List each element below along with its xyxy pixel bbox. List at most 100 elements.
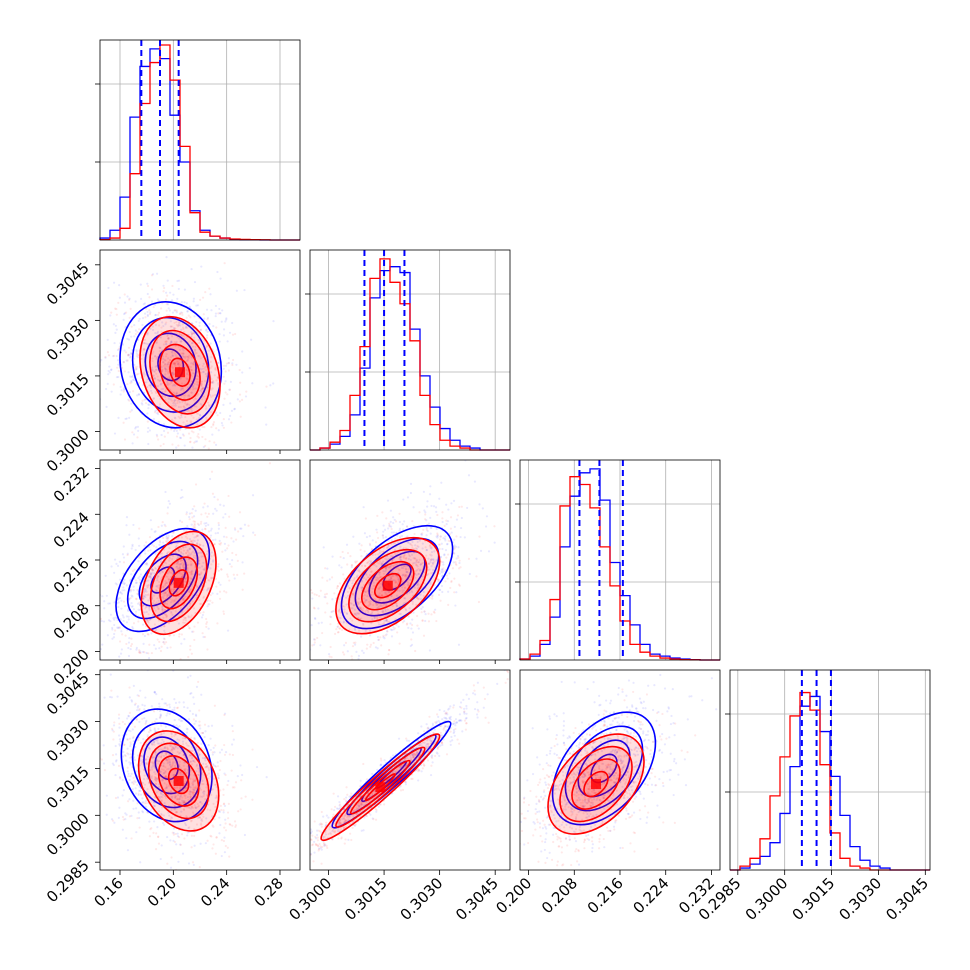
scatter-point-red (200, 817, 203, 821)
scatter-point-red (197, 436, 200, 439)
scatter-point-blue (183, 288, 187, 291)
scatter-point-blue (409, 622, 412, 625)
scatter-point-blue (172, 293, 175, 296)
scatter-point-blue (250, 338, 253, 341)
scatter-point-blue (188, 512, 192, 515)
scatter-point-blue (189, 786, 192, 789)
scatter-point-blue (365, 598, 368, 602)
scatter-point-blue (391, 559, 394, 562)
scatter-point-blue (162, 764, 165, 768)
scatter-point-red (154, 779, 158, 782)
scatter-point-red (154, 848, 158, 851)
scatter-point-red (192, 398, 196, 401)
scatter-point-blue (346, 594, 350, 598)
scatter-point-red (128, 316, 131, 319)
contour-blue (354, 537, 440, 617)
scatter-point-red (353, 612, 357, 615)
scatter-point-red (176, 567, 179, 570)
scatter-point-blue (397, 625, 400, 628)
scatter-point-blue (406, 496, 410, 499)
scatter-point-blue (132, 740, 135, 743)
scatter-point-blue (199, 328, 202, 332)
scatter-point-blue (330, 610, 333, 614)
scatter-point-blue (493, 541, 496, 544)
scatter-point-blue (176, 832, 179, 835)
scatter-point-blue (186, 372, 189, 375)
hist-frame (729, 669, 931, 871)
scatter-point-blue (162, 740, 165, 743)
scatter-point-red (205, 375, 208, 378)
scatter-point-blue (139, 689, 142, 692)
scatter-point-red (163, 631, 167, 635)
scatter-point-red (378, 571, 381, 574)
scatter-point-red (177, 415, 180, 418)
scatter-point-blue (187, 826, 190, 830)
scatter-point-blue (377, 623, 381, 626)
scatter-point-red (350, 564, 353, 567)
scatter-point-red (208, 440, 211, 443)
scatter-point-red (168, 559, 171, 562)
scatter-point-blue (147, 403, 150, 406)
scatter-point-blue (156, 826, 159, 829)
scatter-point-red (226, 393, 229, 396)
scatter-point-red (437, 578, 441, 581)
scatter-point-red (407, 584, 410, 587)
scatter-point-blue (130, 381, 133, 384)
scatter-point-blue (395, 604, 398, 607)
scatter-point-blue (169, 744, 172, 747)
scatter-point-blue (153, 805, 156, 808)
scatter-point-blue (171, 351, 174, 354)
scatter-point-blue (419, 593, 422, 596)
scatter-point-red (147, 584, 150, 587)
scatter-point-red (173, 362, 176, 365)
scatter-point-blue (210, 527, 213, 530)
scatter-point-blue (392, 579, 395, 582)
scatter-point-red (104, 355, 107, 359)
scatter-point-blue (174, 404, 177, 407)
scatter-point-blue (399, 556, 403, 559)
scatter-point-red (427, 572, 430, 576)
scatter-point-red (401, 589, 404, 592)
scatter-point-red (186, 358, 189, 361)
scatter-point-blue (390, 554, 393, 558)
scatter-point-red (164, 584, 167, 587)
scatter-point-red (211, 492, 215, 495)
scatter-point-blue (140, 402, 143, 405)
scatter-point-blue (176, 565, 179, 568)
scatter-point-blue (176, 279, 179, 283)
scatter-point-red (446, 553, 450, 556)
scatter-point-red (451, 567, 455, 570)
scatter-point-blue (190, 362, 193, 365)
scatter-point-blue (190, 577, 193, 580)
scatter-point-red (187, 432, 191, 435)
pair-bg (100, 460, 300, 660)
scatter-point-red (387, 620, 390, 623)
scatter-point-red (240, 398, 244, 401)
scatter-point-blue (102, 762, 106, 765)
scatter-point-red (205, 374, 208, 377)
scatter-point-red (226, 547, 229, 550)
scatter-point-blue (438, 588, 441, 591)
scatter-point-blue (134, 427, 137, 430)
scatter-point-blue (131, 728, 134, 731)
scatter-point-red (182, 618, 185, 621)
scatter-point-red (200, 390, 204, 394)
scatter-point-blue (429, 532, 432, 535)
scatter-point-blue (351, 582, 354, 585)
scatter-point-red (186, 567, 189, 570)
scatter-point-red (197, 432, 200, 436)
scatter-point-blue (190, 410, 193, 413)
scatter-point-red (170, 571, 173, 574)
scatter-point-red (157, 575, 160, 578)
scatter-point-blue (185, 302, 188, 305)
scatter-point-blue (416, 583, 420, 587)
scatter-point-red (202, 313, 205, 316)
scatter-point-red (164, 367, 167, 371)
scatter-point-blue (110, 818, 114, 821)
scatter-point-blue (144, 805, 148, 808)
scatter-point-red (157, 842, 161, 845)
scatter-point-blue (155, 693, 158, 696)
scatter-point-red (128, 399, 131, 402)
scatter-point-blue (131, 788, 134, 791)
scatter-point-red (181, 400, 184, 403)
